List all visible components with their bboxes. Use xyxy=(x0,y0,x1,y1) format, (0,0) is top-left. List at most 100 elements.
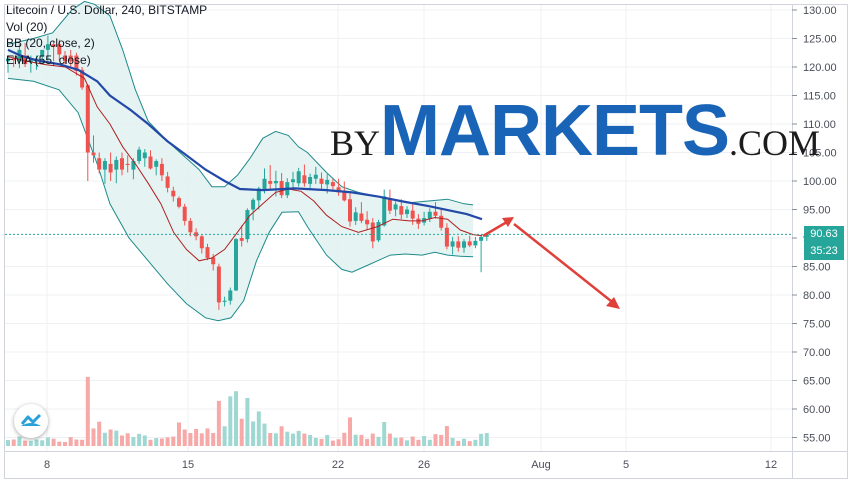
volume-bar xyxy=(399,437,404,446)
time-tick-label: 8 xyxy=(44,459,50,471)
candle-body xyxy=(479,236,484,241)
candle-body xyxy=(159,163,164,176)
volume-bar xyxy=(427,439,432,446)
candle-body xyxy=(405,209,409,215)
price-tick-label: 120.00 xyxy=(803,62,837,74)
volume-bar xyxy=(410,436,415,446)
arrow-down-head xyxy=(606,297,620,309)
volume-bar xyxy=(444,426,449,446)
legend-title[interactable]: Litecoin / U.S. Dollar, 240, BITSTAMP xyxy=(6,3,208,17)
candle-body xyxy=(205,247,210,258)
volume-bar xyxy=(251,421,256,446)
ema-line xyxy=(7,48,483,221)
candle-body xyxy=(102,161,107,170)
candle-body xyxy=(154,161,159,167)
volume-bar xyxy=(245,397,250,446)
volume-bar xyxy=(194,428,199,446)
candle-body xyxy=(194,232,199,237)
volume-bar xyxy=(405,440,409,446)
candle-body xyxy=(387,198,392,211)
indicator-lines xyxy=(5,48,792,262)
volume-bar xyxy=(188,433,193,446)
candle-body xyxy=(40,49,45,57)
volume-bar xyxy=(382,421,387,446)
volume-bar xyxy=(450,437,455,446)
price-tick-label: 125.00 xyxy=(803,34,837,46)
volume-bar xyxy=(387,433,392,446)
candle-body xyxy=(85,85,90,153)
candle-body xyxy=(63,55,67,62)
candle-body xyxy=(348,199,352,222)
candle-body xyxy=(11,58,16,61)
price-tick-label: 65.00 xyxy=(803,376,831,388)
candle-body xyxy=(427,211,432,219)
candle-body xyxy=(125,163,130,166)
price-tick-label: 130.00 xyxy=(803,5,837,17)
volume-bar xyxy=(370,433,375,446)
candle-body xyxy=(484,234,489,237)
legend-vol[interactable]: Vol (20) xyxy=(6,19,48,34)
volume-bar xyxy=(313,437,318,446)
candle-body xyxy=(393,204,398,210)
candle-body xyxy=(182,206,187,221)
bb-lower-line xyxy=(7,77,474,322)
candle-body xyxy=(467,241,472,246)
candle-body xyxy=(444,227,449,247)
volume-bar xyxy=(467,441,472,446)
time-tick-label: 5 xyxy=(623,459,629,471)
candle-body xyxy=(251,199,256,210)
candle-body xyxy=(91,152,96,156)
time-tick-label: 22 xyxy=(332,459,344,471)
candle-body xyxy=(313,174,318,179)
candle-body xyxy=(462,241,466,248)
candle-body xyxy=(148,156,153,169)
bb-basis-line xyxy=(7,56,483,262)
candle-body xyxy=(68,55,73,62)
volume-bar xyxy=(102,432,107,446)
time-tick-label: Aug xyxy=(531,459,551,471)
time-axis: 8 15 22 26 Aug 5 12 xyxy=(44,459,777,471)
forecast-arrow xyxy=(482,217,620,309)
volume-bar xyxy=(296,430,301,446)
candle-body xyxy=(308,177,313,184)
volume-bar xyxy=(439,434,444,446)
volume-bar xyxy=(291,433,295,446)
legend-bb[interactable]: BB (20, close, 2) xyxy=(6,36,95,50)
legend-ema[interactable]: EMA (55, close) xyxy=(6,52,91,67)
candle-body xyxy=(188,220,193,233)
tradingview-logo-icon[interactable] xyxy=(14,404,48,438)
volume-bar xyxy=(416,439,421,446)
candle-body xyxy=(74,55,79,71)
volume-bar xyxy=(125,433,130,446)
candle-body xyxy=(234,239,238,291)
tradingview-logo-glyph xyxy=(20,413,42,426)
price-axis: 130.00 125.00 120.00 115.00 110.00 105.00 100.… xyxy=(792,5,837,445)
candle-body xyxy=(268,181,273,184)
volume-bar xyxy=(34,439,39,446)
volume-bar xyxy=(45,437,50,446)
volume-bar xyxy=(484,433,489,446)
volume-bar xyxy=(479,433,484,446)
volume-bar xyxy=(148,439,153,446)
candle-body xyxy=(23,55,28,65)
candle-body xyxy=(336,187,341,193)
chart-legend: Litecoin / U.S. Dollar, 240, BITSTAMP Vo… xyxy=(6,2,207,68)
candle-body xyxy=(28,60,33,63)
volume-bar xyxy=(319,438,324,446)
volume-bar xyxy=(325,434,330,446)
candle-body xyxy=(273,181,278,184)
candle-body xyxy=(239,238,244,241)
bar-countdown-tag: 35:23 xyxy=(804,243,844,260)
volume-bar xyxy=(330,440,335,446)
price-tick-label: 70.00 xyxy=(803,347,831,359)
volume-bar xyxy=(268,433,273,446)
candle-body xyxy=(456,241,461,248)
volume-bar xyxy=(308,434,313,446)
bb-fill xyxy=(8,1,474,321)
candle-body xyxy=(296,171,301,184)
volume-bar xyxy=(456,440,461,446)
volume-bar xyxy=(285,431,290,446)
candle-body xyxy=(376,222,381,241)
candle-body xyxy=(473,240,478,246)
